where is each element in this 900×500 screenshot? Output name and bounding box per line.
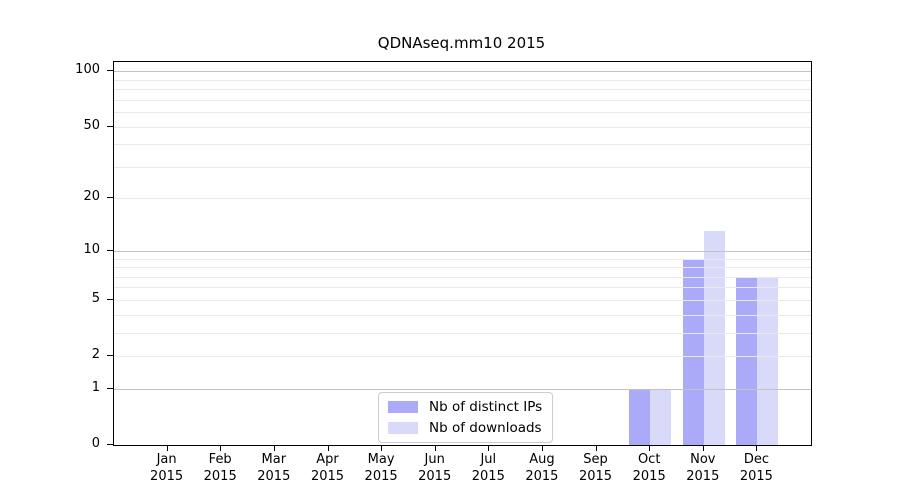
gridline-minor-70 <box>114 99 811 101</box>
x-tick-year-sep: 2015 <box>578 469 613 484</box>
y-tick-2 <box>107 355 113 356</box>
x-tick-may <box>381 445 383 451</box>
y-tick-label-1: 1 <box>91 379 100 395</box>
y-tick-label-2: 2 <box>91 347 100 362</box>
legend-label-downloads: Nb of downloads <box>429 420 542 436</box>
x-tick-year-may: 2015 <box>364 469 398 484</box>
x-tick-sep <box>595 445 597 451</box>
gridline-minor-20 <box>114 198 811 200</box>
x-tick-year-nov: 2015 <box>686 469 720 484</box>
x-tick-year-feb: 2015 <box>203 469 237 484</box>
x-tick-label-mar: Mar 2015 <box>242 451 306 485</box>
gridline-minor-60 <box>114 111 811 113</box>
y-tick-10 <box>107 249 113 251</box>
x-tick-nov <box>702 445 704 451</box>
y-tick-20 <box>107 197 113 199</box>
x-tick-month-dec: Dec <box>743 452 769 467</box>
x-tick-year-apr: 2015 <box>310 469 345 484</box>
x-tick-month-sep: Sep <box>583 452 608 467</box>
x-tick-mar <box>273 445 275 451</box>
gridline-minor-3 <box>114 332 811 334</box>
x-tick-year-dec: 2015 <box>739 469 773 484</box>
x-tick-label-may: May 2015 <box>349 451 413 485</box>
x-tick-oct <box>649 445 651 451</box>
legend: Nb of distinct IPs Nb of downloads <box>378 392 554 443</box>
x-tick-jan <box>166 445 168 451</box>
gridline-minor-80 <box>114 89 811 90</box>
legend-swatch-distinct-ips <box>388 401 418 413</box>
x-tick-label-nov: Nov 2015 <box>671 451 735 485</box>
x-tick-month-may: May <box>367 452 395 467</box>
y-tick-label-10: 10 <box>83 241 100 257</box>
x-tick-year-oct: 2015 <box>632 469 666 484</box>
plot-area <box>113 61 812 446</box>
x-tick-month-apr: Apr <box>316 452 339 467</box>
gridline-minor-8 <box>114 267 811 268</box>
gridline-minor-90 <box>114 79 811 81</box>
y-tick-label-100: 100 <box>75 62 100 78</box>
y-tick-1 <box>107 387 113 389</box>
gridline-major-100 <box>114 71 811 73</box>
x-tick-month-nov: Nov <box>690 452 716 467</box>
x-tick-month-jan: Jan <box>156 452 177 467</box>
x-tick-month-jun: Jun <box>424 452 445 467</box>
x-tick-aug <box>541 445 543 451</box>
x-tick-year-jun: 2015 <box>418 469 452 484</box>
y-tick-0 <box>107 444 113 445</box>
x-tick-feb <box>220 445 222 451</box>
x-tick-jul <box>488 445 490 451</box>
gridline-minor-2 <box>114 356 811 357</box>
gridline-minor-9 <box>114 258 811 260</box>
x-tick-month-feb: Feb <box>208 452 232 467</box>
x-tick-month-oct: Oct <box>637 452 661 467</box>
x-tick-label-sep: Sep 2015 <box>564 451 628 485</box>
x-tick-label-oct: Oct 2015 <box>617 451 681 485</box>
y-tick-50 <box>107 125 113 127</box>
x-tick-jun <box>434 445 436 451</box>
bar-distinct-ips-dec <box>736 276 758 445</box>
legend-item-distinct-ips: Nb of distinct IPs <box>388 399 542 415</box>
x-tick-year-aug: 2015 <box>525 469 559 484</box>
legend-item-downloads: Nb of downloads <box>388 420 542 436</box>
gridline-minor-30 <box>114 166 811 168</box>
x-tick-year-jul: 2015 <box>471 469 505 484</box>
gridline-minor-4 <box>114 314 811 316</box>
x-tick-label-dec: Dec 2015 <box>724 451 788 485</box>
y-tick-label-20: 20 <box>83 189 100 205</box>
bar-downloads-dec <box>757 276 779 445</box>
y-tick-5 <box>107 298 113 300</box>
gridline-minor-5 <box>114 299 811 301</box>
x-tick-month-mar: Mar <box>261 452 287 467</box>
x-tick-month-jul: Jul <box>480 452 497 467</box>
gridline-minor-7 <box>114 276 811 278</box>
x-tick-year-mar: 2015 <box>257 469 291 484</box>
x-tick-month-aug: Aug <box>529 452 555 467</box>
x-tick-label-jun: Jun 2015 <box>403 451 467 485</box>
legend-swatch-downloads <box>388 422 418 434</box>
y-tick-label-0: 0 <box>91 436 100 451</box>
y-tick-label-50: 50 <box>83 117 100 133</box>
gridline-minor-50 <box>114 126 811 128</box>
bar-distinct-ips-oct <box>629 388 651 445</box>
x-tick-label-aug: Aug 2015 <box>510 451 574 485</box>
bar-downloads-oct <box>650 388 672 445</box>
x-tick-apr <box>327 445 329 451</box>
x-tick-label-jul: Jul 2015 <box>456 451 520 485</box>
y-tick-100 <box>107 70 113 72</box>
legend-label-distinct-ips: Nb of distinct IPs <box>429 399 543 415</box>
x-tick-label-feb: Feb 2015 <box>188 451 252 485</box>
gridline-minor-40 <box>114 144 811 146</box>
x-tick-label-jan: Jan 2015 <box>135 451 199 485</box>
x-tick-label-apr: Apr 2015 <box>296 451 360 485</box>
bar-distinct-ips-nov <box>682 258 704 445</box>
y-tick-label-5: 5 <box>91 290 100 306</box>
gridline-major-10 <box>114 250 811 252</box>
x-tick-dec <box>756 445 758 451</box>
chart-title: QDNAseq.mm10 2015 <box>377 34 546 52</box>
bar-downloads-nov <box>703 231 725 445</box>
gridline-minor-6 <box>114 287 811 289</box>
gridline-major-1 <box>114 388 811 390</box>
x-tick-year-jan: 2015 <box>150 469 184 484</box>
